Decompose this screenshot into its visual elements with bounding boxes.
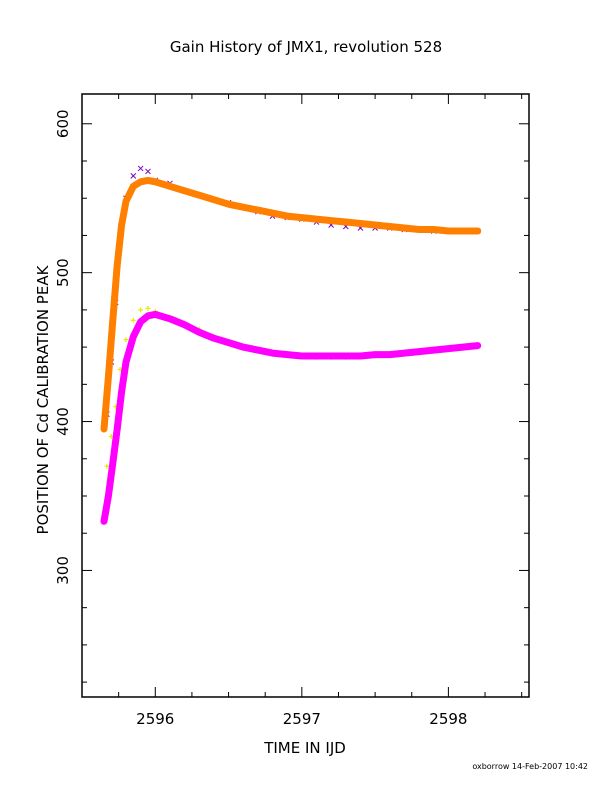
plot-frame: [81, 93, 530, 698]
point-stroke: [137, 165, 144, 172]
axis-ticks: [81, 94, 529, 697]
data-point-x: [145, 168, 151, 175]
y-tick-label: 300: [54, 556, 72, 585]
data-point-x: [137, 165, 144, 172]
x-tick-label: 2598: [429, 710, 467, 728]
y-tick-label: 500: [54, 258, 72, 287]
y-tick-label: 600: [54, 109, 72, 138]
y-tick-label: 400: [54, 407, 72, 436]
x-tick-label: 2597: [283, 710, 321, 728]
y-axis-label: POSITION OF Cd CALIBRATION PEAK: [34, 264, 52, 534]
data-marks: [100, 165, 482, 525]
point-stroke: [130, 173, 137, 179]
data-point-plus: [130, 317, 136, 323]
tick-labels: 2596 2597 2598 300 400 500 600: [54, 109, 467, 728]
data-point-plus: [123, 337, 129, 343]
point-stroke: [145, 168, 151, 175]
data-point-x: [130, 173, 137, 179]
series-line: [100, 310, 482, 525]
x-axis-label: TIME IN IJD: [263, 739, 346, 757]
data-point-plus: [138, 307, 144, 313]
footer-credit: oxborrow 14-Feb-2007 10:42: [472, 762, 588, 771]
series-line: [100, 176, 482, 433]
chart-title: Gain History of JMX1, revolution 528: [170, 38, 442, 56]
data-point-plus: [104, 463, 110, 469]
data-point-plus: [145, 305, 151, 311]
x-tick-label: 2596: [136, 710, 174, 728]
